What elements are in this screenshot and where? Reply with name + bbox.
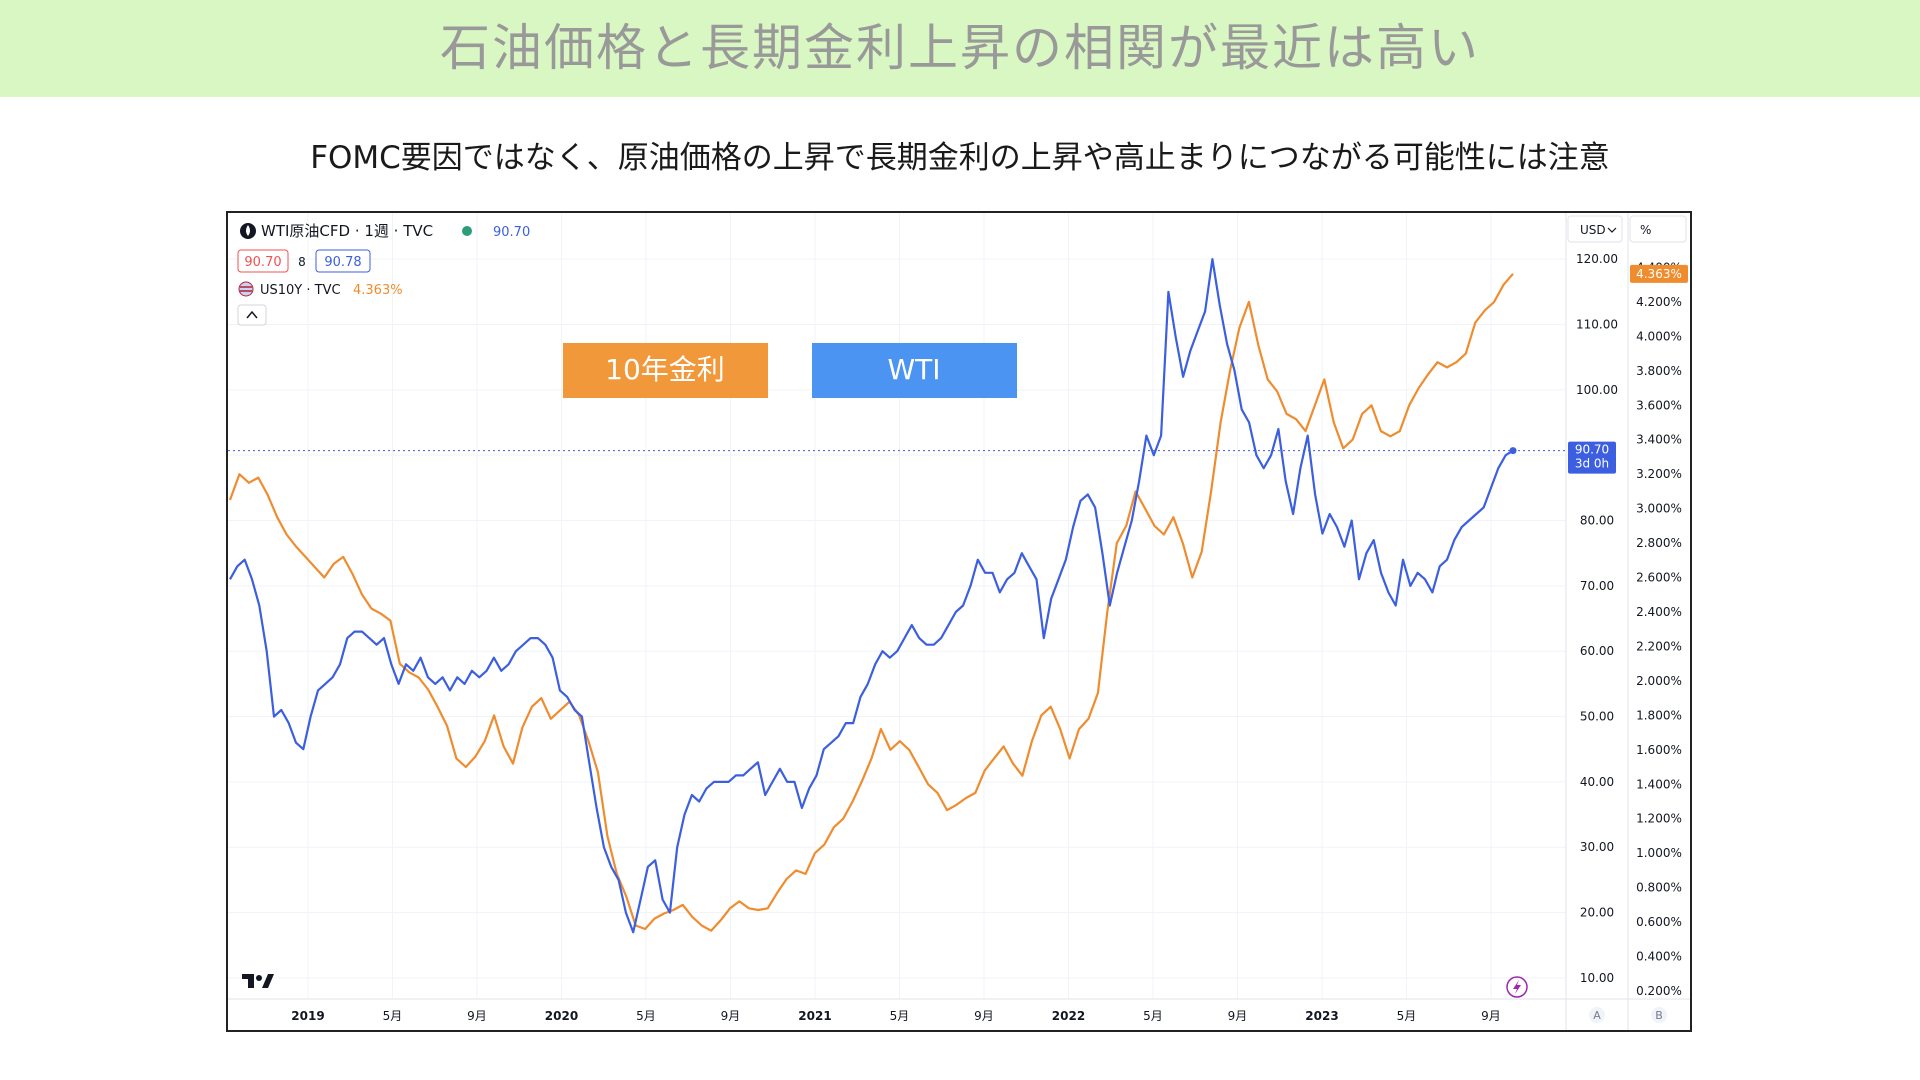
tradingview-logo — [242, 974, 274, 988]
ask-price: 90.78 — [324, 255, 361, 270]
chevron-up-icon — [246, 310, 258, 319]
series-line-wti — [229, 258, 1514, 934]
left-axis-tick-label: 20.00 — [1580, 906, 1614, 920]
percent-scale-label[interactable]: % — [1629, 215, 1687, 243]
time-axis-tick-label: 9月 — [1481, 1009, 1501, 1023]
right-axis-tick-label: 3.800% — [1636, 364, 1682, 378]
right-axis-tick-label: 0.800% — [1636, 881, 1682, 895]
currency-label: USD — [1580, 223, 1606, 237]
left-axis-tick-label: 70.00 — [1580, 579, 1614, 593]
left-axis-tick-label: 120.00 — [1576, 252, 1618, 266]
svg-text:A: A — [1593, 1009, 1601, 1022]
time-axis-tick-label: 2019 — [291, 1009, 324, 1023]
right-axis-tick-label: 0.400% — [1636, 950, 1682, 964]
chart-frame: 120.00 110.00 100.00 80.00 70.00 60.00 50.00 40… — [226, 211, 1692, 1032]
right-axis-tick-label: 3.600% — [1636, 398, 1682, 412]
legend-box-10y — [563, 343, 768, 398]
ask-box — [315, 249, 371, 273]
us10y-symbol-text: US10Y · TVC — [260, 283, 341, 298]
right-axis-tick-label: 2.000% — [1636, 674, 1682, 688]
yield-badge-value: 4.363% — [1636, 267, 1682, 281]
legend-label-10y: 10年金利 — [605, 353, 725, 386]
right-axis-tick-label: 4.000% — [1636, 329, 1682, 343]
chart-svg: 120.00 110.00 100.00 80.00 70.00 60.00 50.00 40… — [228, 213, 1690, 1030]
left-axis-tick-label: 30.00 — [1580, 840, 1614, 854]
right-axis-tick-label: 1.800% — [1636, 708, 1682, 722]
bid-box — [237, 249, 289, 273]
left-axis-tick-label: 60.00 — [1580, 644, 1614, 658]
right-axis-tick-label: 0.600% — [1636, 915, 1682, 929]
left-axis-tick-label: 100.00 — [1576, 383, 1618, 397]
chart-grid — [228, 213, 1566, 999]
right-axis-tick-label: 1.200% — [1636, 812, 1682, 826]
right-axis-tick-label: 3.200% — [1636, 467, 1682, 481]
lightning-icon[interactable] — [1506, 976, 1528, 998]
right-axis-tick-label: 4.200% — [1636, 295, 1682, 309]
time-axis-tick-label: 2020 — [545, 1009, 578, 1023]
currency-selector[interactable]: USD — [1567, 215, 1623, 243]
right-axis-tick-label: 1.400% — [1636, 777, 1682, 791]
right-axis-tick-label: 2.200% — [1636, 639, 1682, 653]
wti-last-point — [1509, 447, 1517, 455]
legend-label-wti: WTI — [887, 353, 940, 386]
time-axis-tick-label: 2021 — [798, 1009, 831, 1023]
collapse-legend-button[interactable] — [237, 304, 267, 326]
symbol-legend-wti[interactable]: WTI原油CFD · 1週 · TVC 90.70 — [240, 222, 530, 240]
wti-symbol-text: WTI原油CFD · 1週 · TVC — [261, 222, 433, 240]
time-axis-tick-label: 2023 — [1305, 1009, 1338, 1023]
chevron-down-icon — [1607, 227, 1617, 233]
time-axis-tick-label: 5月 — [1143, 1009, 1163, 1023]
bid-price: 90.70 — [244, 255, 281, 270]
page-title: 石油価格と長期金利上昇の相関が最近は高い — [440, 19, 1480, 77]
wti-header-price: 90.70 — [493, 225, 530, 240]
market-status-icon — [462, 226, 472, 236]
spread-value: 8 — [298, 255, 306, 269]
series-line-10y-yield — [228, 273, 1514, 932]
time-axis-tick-label: 9月 — [467, 1009, 487, 1023]
right-axis-tick-label: 2.400% — [1636, 605, 1682, 619]
wti-badge-price: 90.70 — [1575, 443, 1609, 457]
right-axis-tick-label: 2.800% — [1636, 536, 1682, 550]
oil-drop-glyph — [246, 225, 250, 236]
symbol-legend-us10y[interactable]: US10Y · TVC 4.363% — [238, 281, 403, 298]
left-axis-tick-label: 50.00 — [1580, 710, 1614, 724]
us10y-header-value: 4.363% — [353, 283, 403, 298]
time-axis-tick-label: 5月 — [383, 1009, 403, 1023]
left-axis-tick-label: 40.00 — [1580, 775, 1614, 789]
bid-ask-row: 90.70 8 90.78 — [237, 249, 371, 273]
time-axis-tick-label: 9月 — [974, 1009, 994, 1023]
right-axis-tick-label: 3.400% — [1636, 433, 1682, 447]
right-axis-tick-label: 1.600% — [1636, 743, 1682, 757]
legend-box-wti — [812, 343, 1017, 398]
left-axis-tick-label: 80.00 — [1580, 514, 1614, 528]
time-axis-tick-label: 5月 — [890, 1009, 910, 1023]
left-axis-tick-label: 110.00 — [1576, 317, 1618, 331]
percent-label: % — [1640, 223, 1651, 237]
time-axis-tick-label: 5月 — [1397, 1009, 1417, 1023]
title-banner — [0, 0, 1920, 97]
right-axis-tick-label: 2.600% — [1636, 571, 1682, 585]
time-axis-ticks: 2019 5月 9月 2020 5月 9月 2021 5月 9月 2022 5月 9月 2023 5月 9月 — [291, 1009, 1501, 1023]
time-axis-tick-label: 2022 — [1052, 1009, 1085, 1023]
right-axis-tick-label: 3.000% — [1636, 502, 1682, 516]
page-subtitle: FOMC要因ではなく、原油価格の上昇で長期金利の上昇や高止まりにつながる可能性に… — [310, 140, 1610, 176]
us-flag-icon — [238, 281, 254, 297]
log-scale-button[interactable]: B — [1651, 1007, 1667, 1023]
left-axis-tick-label: 10.00 — [1580, 971, 1614, 985]
yield-price-badge: 4.363% — [1630, 264, 1688, 283]
time-axis-tick-label: 9月 — [721, 1009, 741, 1023]
left-axis-ticks: 120.00 110.00 100.00 80.00 70.00 60.00 50.00 40… — [1576, 252, 1618, 985]
right-axis-tick-label: 0.200% — [1636, 984, 1682, 998]
svg-text:B: B — [1655, 1009, 1663, 1022]
wti-badge-countdown: 3d 0h — [1575, 457, 1609, 471]
right-axis-ticks: 4.600%4.400%4.200%4.000%3.800%3.600%3.40… — [1636, 226, 1682, 998]
right-axis-tick-label: 1.000% — [1636, 846, 1682, 860]
wti-price-badge: 90.70 3d 0h — [1568, 441, 1616, 474]
auto-scale-button[interactable]: A — [1589, 1007, 1605, 1023]
time-axis-tick-label: 5月 — [636, 1009, 656, 1023]
time-axis-tick-label: 9月 — [1228, 1009, 1248, 1023]
